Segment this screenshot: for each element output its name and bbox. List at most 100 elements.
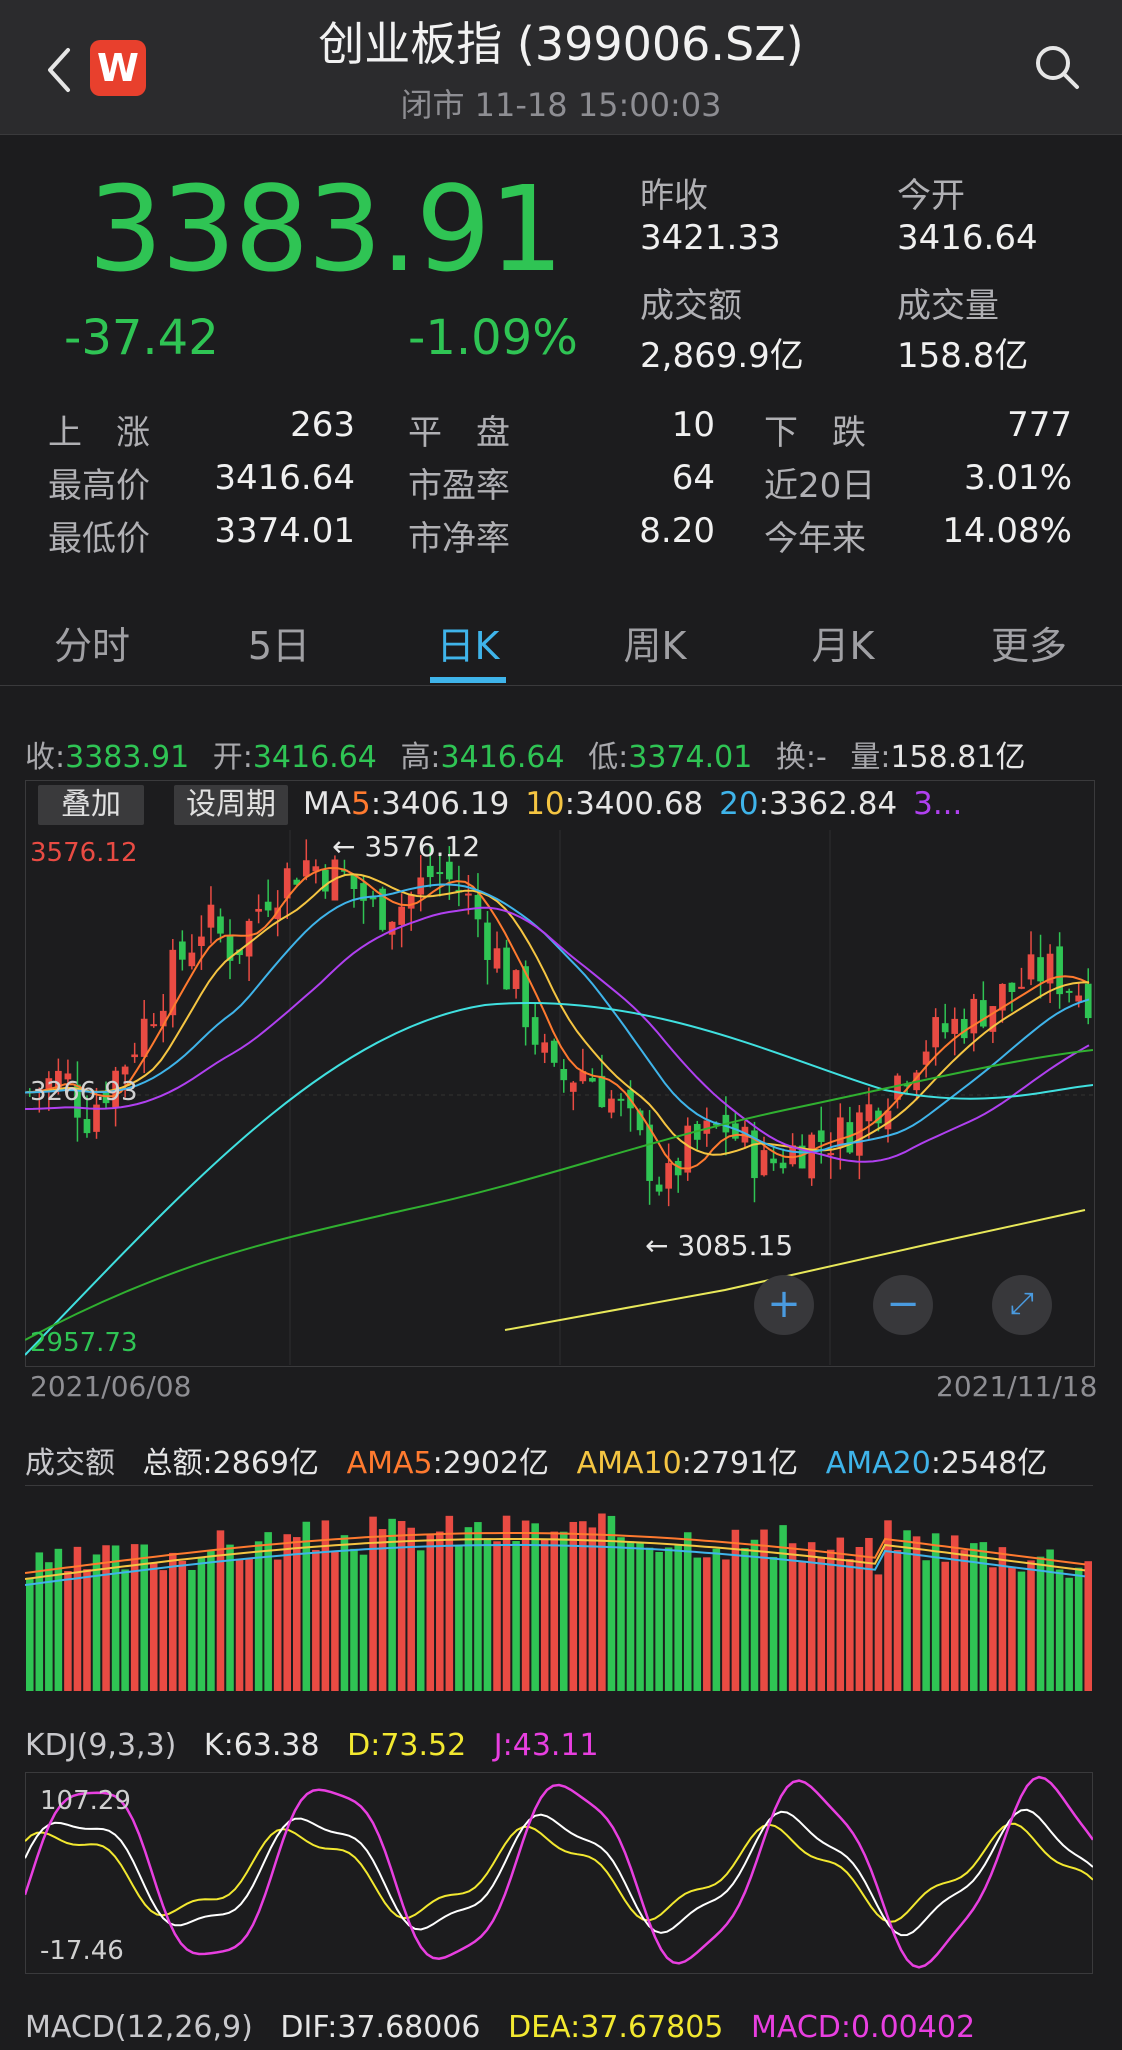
candle-body [1084,983,1092,1019]
volume-bar [111,1545,120,1691]
volume-bar [283,1534,291,1691]
volume-bar [331,1551,339,1691]
candle-body [1056,946,1063,995]
candle-body [245,920,253,957]
tab-5day[interactable]: 5日 [247,624,311,668]
candle-body [541,1042,549,1053]
tab-intraday[interactable]: 分时 [53,624,130,668]
kdj-k: K:63.38 [203,1728,320,1763]
candle-body [531,1017,539,1045]
candle-body [484,922,491,960]
candle-body [140,1018,148,1057]
volume-bar [159,1570,168,1691]
tab-monthly-k[interactable]: 月K [811,624,875,668]
search-icon[interactable] [1032,42,1082,92]
candle-body [121,1066,129,1075]
volume-bar [273,1559,282,1691]
volume-bar [598,1513,606,1691]
start-date: 2021/06/08 [30,1370,192,1403]
candle-body [951,1018,959,1034]
volume-bar [26,1577,34,1691]
high-value: 3416.64 [214,458,355,498]
candle-body [1018,986,1025,989]
volume-bar [226,1544,234,1691]
volume-bar [178,1560,187,1691]
low-value: 3374.01 [628,740,753,775]
ama10-line [25,1538,1086,1580]
candle-body [55,1070,62,1089]
back-arrow-icon[interactable] [40,40,80,100]
volume-section-label: 成交额 [25,1446,115,1481]
ama10-value: :2791亿 [681,1446,799,1481]
candle-body [465,893,472,896]
candle-body [569,1082,577,1092]
rise-value: 263 [290,405,355,445]
volume-bar [998,1547,1007,1691]
candle-body [1008,982,1016,993]
volume-bar [378,1529,387,1691]
tab-weekly-k[interactable]: 周K [623,624,687,668]
volume-bar [321,1520,330,1691]
candle-body [798,1145,806,1169]
zoom-in-button[interactable]: + [754,1275,814,1335]
kline-chart[interactable] [25,780,1093,1365]
candle-body [894,1075,901,1100]
volume-bar [540,1540,549,1691]
candle-body [159,1010,167,1027]
flat-label: 平 盘 [408,413,510,453]
candle-body [512,970,520,989]
volume-bar [312,1549,320,1691]
volume-bar [760,1529,768,1691]
volume-bar [941,1561,949,1691]
ma250-line [504,1209,1086,1331]
volume-bar [1027,1560,1035,1691]
volume-bar [64,1571,72,1691]
ma20-line [25,883,1090,1154]
kdj-max-label: 107.29 [40,1786,131,1816]
volume-bar [865,1537,873,1691]
zoom-out-button[interactable]: − [873,1275,933,1335]
candle-body [179,941,186,960]
kdj-chart[interactable] [25,1772,1093,1974]
volume-divider [25,1485,1093,1486]
volume-bar [788,1543,797,1691]
ama20-line [25,1544,1086,1586]
app-logo-icon[interactable]: W [90,40,146,96]
volume-bar [1017,1571,1026,1691]
period-tabs: 分时 5日 日K 周K 月K 更多 [0,585,1122,686]
ma-more[interactable]: 3... [913,786,963,822]
volume-bar [970,1543,978,1691]
volume-bar [521,1520,530,1691]
volume-bar [455,1545,463,1691]
set-period-button[interactable]: 设周期 [174,785,288,825]
candle-body [169,949,177,1016]
low-label: 低: [588,740,629,775]
candle-body [760,1150,768,1176]
open-value: 3416.64 [252,740,377,775]
vol-label: 量: [850,740,891,775]
volume-bar [512,1541,520,1691]
amount-value: 2,869.9亿 [640,336,804,376]
volume-legend: 成交额 总额:2869亿 AMA5:2902亿 AMA10:2791亿 AMA2… [25,1438,1047,1482]
volume-bar [693,1557,702,1691]
tab-more[interactable]: 更多 [990,624,1067,668]
kdj-min-label: -17.46 [40,1936,124,1966]
candle-body [1075,995,1083,1002]
ma10-value: :3400.68 [564,786,704,822]
volume-bar [664,1547,673,1691]
ytd-value: 14.08% [942,511,1072,551]
volume-chart[interactable] [25,1486,1093,1691]
volume-bar [235,1558,244,1691]
volume-bar [569,1521,578,1691]
top-bar: W 创业板指 (399006.SZ) 闭市 11-18 15:00:03 [0,0,1122,135]
fullscreen-button[interactable]: ⤢ [992,1275,1052,1335]
volume-bar [903,1530,911,1691]
candle-body [379,888,386,930]
overlay-button[interactable]: 叠加 [38,785,144,825]
volume-bar [950,1535,959,1691]
candle-body [875,1110,882,1124]
kline-min-label: 2957.73 [30,1328,138,1358]
candle-body [827,1153,835,1156]
tab-daily-k[interactable]: 日K [436,624,500,668]
ama10-label: AMA10 [576,1446,682,1481]
